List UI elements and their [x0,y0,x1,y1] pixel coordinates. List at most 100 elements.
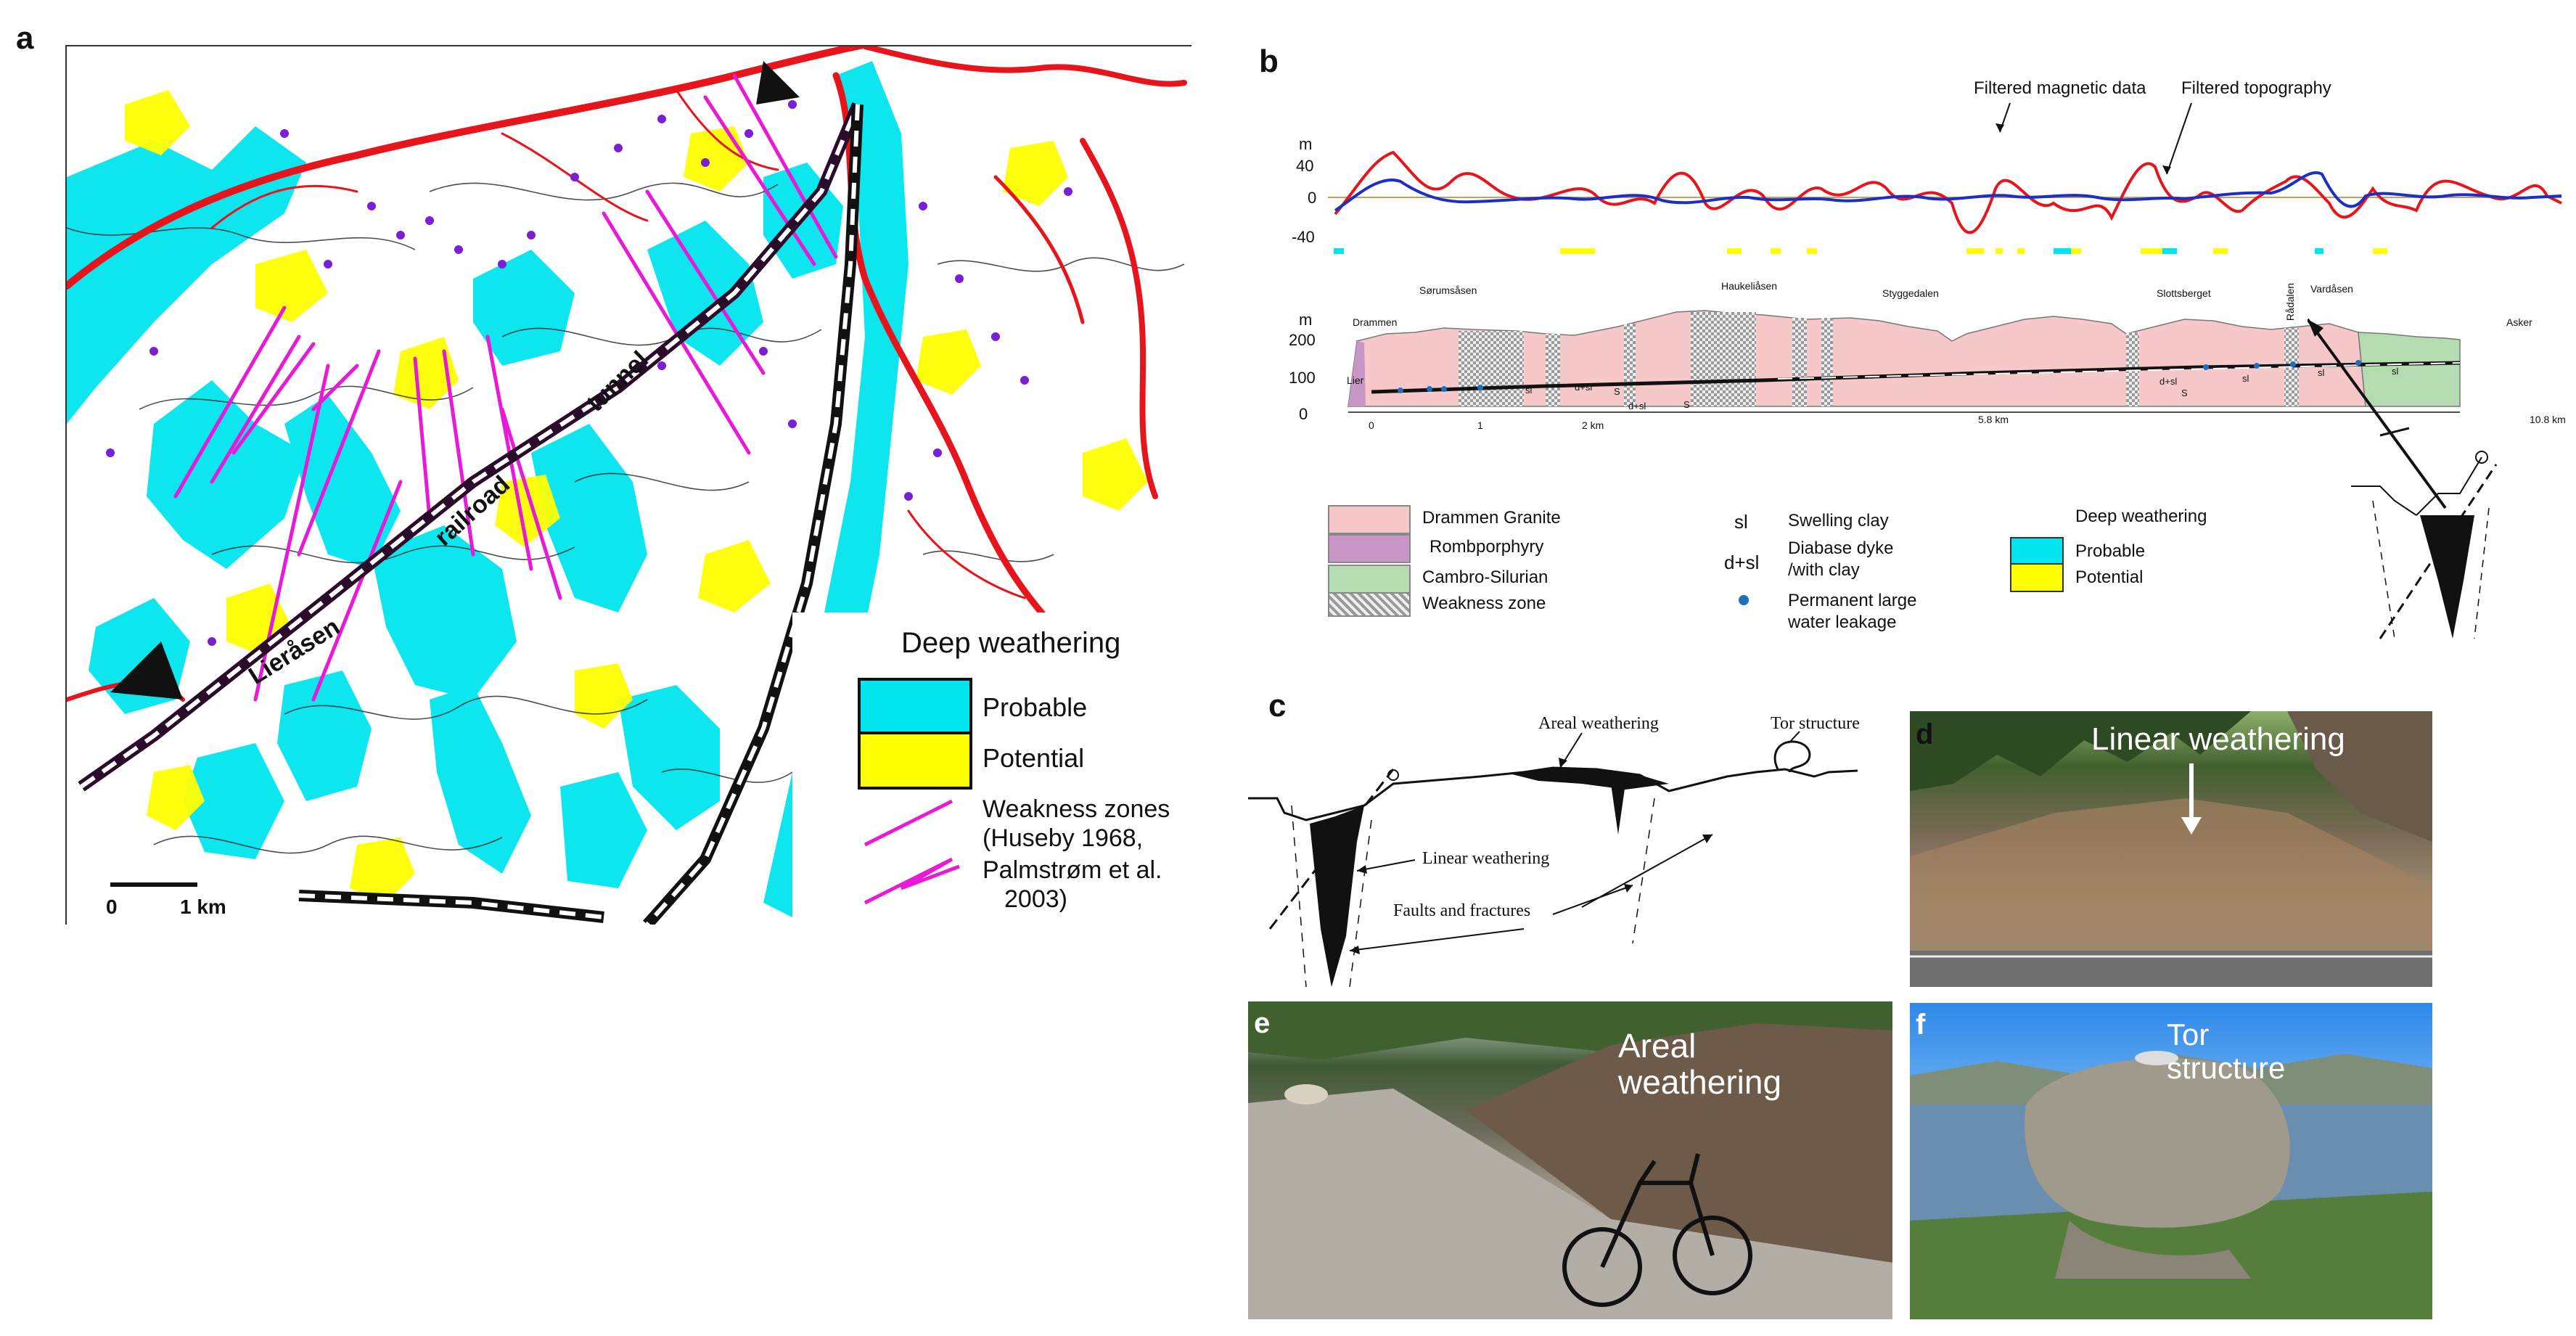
filtered-topography-line [1334,171,2562,212]
panel-label-b: b [1259,44,1279,79]
profile-panel: Filtered magnetic data Filtered topograp… [1277,65,2569,450]
map-drawing: tunnel railroad Lieråsen [67,46,1187,925]
profile-inline-8: sl [2318,367,2325,378]
photo-d-scene [1910,711,2432,987]
weathering-marker-bar [1334,248,2387,254]
legend-sl-symbol: sl [1734,511,1748,533]
photo-e: e Areal weathering [1248,1001,1892,1319]
profile-dist-4: 10.8 km [2530,414,2566,425]
legend-granite-swatch [1328,505,1411,534]
photo-d: d Linear weathering [1910,711,2432,987]
profile-place-0: Sørumsåsen [1419,284,1477,296]
profile-inline-7: S [2181,388,2188,398]
profile-place-1: Haukeliåsen [1721,280,1778,292]
panel-label-c: c [1268,688,1287,724]
map-scale-bar [110,882,197,887]
map-legend-title: Deep weathering [901,627,1121,659]
profile-inline-3: S [1614,386,1620,397]
profile-place-3: Slottsberget [2157,287,2211,299]
profile-dist-0: 0 [1369,419,1374,431]
map-legend-weakness-symbol [864,799,960,905]
map-legend-potential-label: Potential [983,743,1085,773]
lower-tick-200: 200 [1289,331,1316,349]
photo-d-arrow [2181,763,2202,835]
panel-label-a: a [16,20,34,56]
map-legend-weakness-line2: (Huseby 1968, [983,824,1144,852]
legend-granite-label: Drammen Granite [1422,508,1561,528]
map-legend-weakness-line1: Weakness zones [983,795,1170,823]
map-legend-weakness-line3: Palmstrøm et al. [983,856,1162,884]
legend-rombporphyry-swatch [1328,534,1411,563]
legend-rombporphyry-label: Rombporphyry [1429,537,1544,557]
upper-tick-minus40: -40 [1292,228,1315,246]
label-filtered-magnetic: Filtered magnetic data [1974,78,2146,98]
panel-label-f-text: f [1916,1009,1926,1041]
map-legend-probable-swatch [858,678,972,736]
legend-dsl-line1: Diabase dyke [1788,538,1894,558]
sketch-panel: Areal weathering Tor structure Linear we… [1248,697,1901,1009]
filtered-magnetic-line [1334,150,2562,234]
potential-weathering-areas [125,90,1148,903]
profile-end-right: Asker [2506,316,2532,328]
cambro-silurian-body [2358,332,2461,407]
upper-tick-0: 0 [1308,189,1317,207]
railroad-tunnel [78,102,864,925]
legend-weakness-label: Weakness zone [1422,594,1546,613]
profile-place-5: Vardåsen [2310,283,2353,295]
photo-e-scene [1248,1001,1892,1319]
cross-section [1348,310,2461,413]
profile-legend: Drammen Granite Rombporphyry Cambro-Silu… [1328,501,2561,646]
tunnel-portal-marker-east [756,61,800,104]
profile-place-2: Styggedalen [1882,287,1939,299]
lower-tick-0: 0 [1299,405,1308,423]
panel-label-e-text: e [1254,1007,1271,1039]
profile-end-left: Drammen [1353,316,1398,328]
sketch-label-linear: Linear weathering [1422,849,1550,868]
map-legend-probable-label: Probable [983,692,1088,722]
linear-weathering-mini-sketch [2308,318,2498,639]
map-legend: Deep weathering Probable Potential Weakn… [792,612,1199,932]
magnetic-topography-graph [1328,150,2562,254]
profile-lier: Lier [1347,374,1364,386]
rombporphyry-body [1348,341,1366,406]
map-scale-km: 1 km [180,896,226,918]
map-legend-potential-swatch [858,731,972,790]
upper-tick-40: 40 [1296,157,1314,175]
map-label-tunnel: tunnel [581,346,654,417]
lower-unit: m [1299,311,1313,329]
upper-unit: m [1299,135,1313,153]
profile-inline-0: d+sl [1575,382,1593,393]
panel-label-d-text: d [1916,718,1934,750]
legend-deep-title: Deep weathering [2075,507,2207,526]
profile-inline-6: sl [2242,373,2249,384]
legend-cambro-swatch [1328,565,1411,594]
profile-dist-2: 2 km [1582,419,1604,431]
water-leakage-points [1398,360,2361,393]
map-panel: tunnel railroad Lieråsen Deep weathering… [65,45,1199,932]
weakness-zone-blocks [1459,312,2299,406]
profile-inline-1: d+sl [1628,401,1646,411]
photo-e-label-line2: weathering [1618,1063,1782,1101]
profile-inline-9: sl [2392,366,2399,377]
legend-probable-swatch [2010,537,2064,566]
map-legend-weakness-line4: 2003) [1004,885,1067,913]
legend-dsl-symbol: d+sl [1724,552,1760,573]
profile-inline-4: S [1683,399,1690,410]
photo-d-label: Linear weathering [2091,721,2345,757]
sketch-label-areal: Areal weathering [1538,714,1659,733]
profile-arrows [1995,102,2192,175]
legend-sl-label: Swelling clay [1788,511,1889,530]
legend-weakness-swatch [1328,592,1411,617]
profile-inline-5: d+sl [2159,376,2178,387]
legend-leak-line2: water leakage [1788,612,1897,632]
label-filtered-topography: Filtered topography [2181,78,2331,98]
profile-dist-3: 5.8 km [1978,414,2009,425]
photo-f: f Tor structure [1910,1003,2432,1319]
point-features [106,100,1072,646]
map-scale-zero: 0 [106,896,118,918]
legend-leak-dot [1739,595,1749,605]
legend-potential-swatch [2010,563,2064,592]
legend-leak-line1: Permanent large [1788,591,1917,610]
photo-f-label-line2: structure [2167,1051,2286,1085]
sketch-label-tor: Tor structure [1771,714,1860,733]
